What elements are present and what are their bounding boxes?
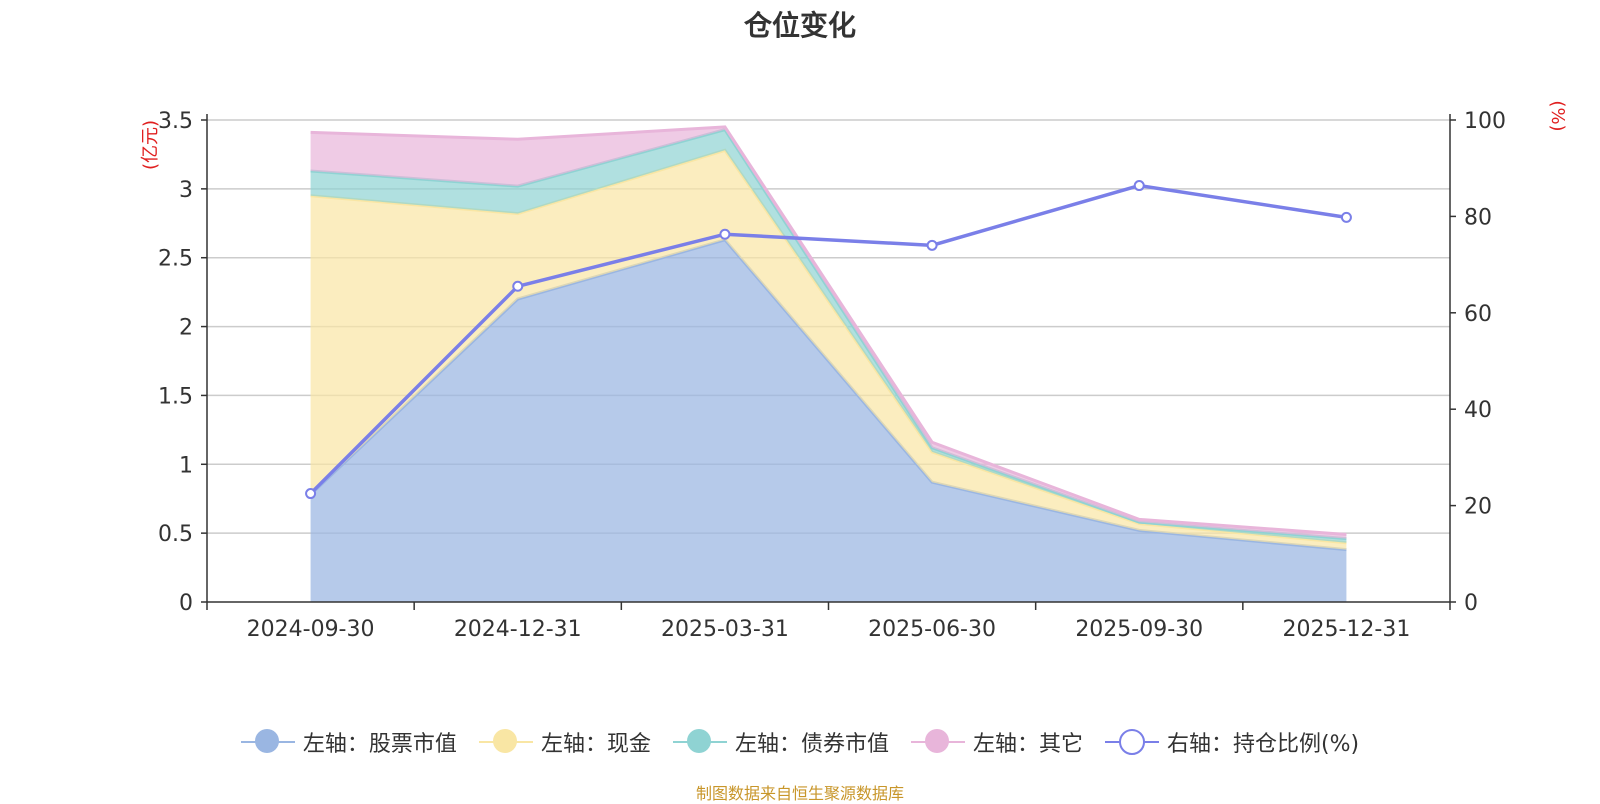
legend-item-ratio[interactable]: 右轴：持仓比例(%) bbox=[1104, 726, 1360, 758]
ratio-point bbox=[305, 488, 317, 500]
left-axis-tick-label: 2.5 bbox=[158, 247, 193, 272]
area-edge-other bbox=[310, 125, 1347, 537]
right-axis-tick-label: 20 bbox=[1464, 495, 1492, 520]
right-axis-tick-label: 100 bbox=[1464, 109, 1506, 134]
right-axis-unit: (%) bbox=[1547, 100, 1568, 131]
area-stock bbox=[310, 239, 1347, 602]
legend-cash-label: 左轴：现金 bbox=[540, 732, 651, 757]
area-layer bbox=[309, 125, 1347, 602]
x-axis-tick-label: 2025-09-30 bbox=[1075, 617, 1203, 642]
area-cash bbox=[310, 150, 1347, 550]
legend-other-marker bbox=[910, 729, 965, 755]
ratio-point bbox=[926, 239, 938, 251]
left-axis-tick-label: 1 bbox=[179, 453, 193, 478]
ratio-point bbox=[1340, 211, 1352, 223]
legend-item-stock[interactable]: 左轴：股票市值 bbox=[240, 726, 457, 758]
x-axis-tick-label: 2024-09-30 bbox=[247, 617, 375, 642]
legend-ratio-label: 右轴：持仓比例(%) bbox=[1166, 732, 1360, 757]
ratio-point bbox=[719, 228, 731, 240]
legend-item-bond[interactable]: 左轴：债券市值 bbox=[672, 726, 889, 758]
left-axis-tick-label: 1.5 bbox=[158, 384, 193, 409]
ratio-point bbox=[1133, 180, 1145, 192]
area-other bbox=[310, 126, 1347, 539]
legend-item-cash[interactable]: 左轴：现金 bbox=[478, 726, 651, 758]
line-layer bbox=[305, 180, 1352, 500]
right-axis-tick-label: 80 bbox=[1464, 205, 1492, 230]
legend: 左轴：股票市值 左轴：现金 左轴：债券市值 左轴：其它 右轴：持仓比例(%) bbox=[0, 722, 1600, 762]
left-axis-tick-label: 3.5 bbox=[158, 109, 193, 134]
right-axis-tick-label: 40 bbox=[1464, 398, 1492, 423]
right-axis-tick-label: 0 bbox=[1464, 591, 1478, 616]
left-axis-tick-label: 2 bbox=[179, 316, 193, 341]
legend-stock-marker bbox=[240, 729, 295, 755]
left-axis-tick-label: 0.5 bbox=[158, 522, 193, 547]
axis-layer: 0 0.5 1 1.5 2 2.5 3 3.5 0 20 40 60 80 100 2024-09-30 20… bbox=[158, 109, 1506, 642]
x-axis-tick-label: 2025-06-30 bbox=[868, 617, 996, 642]
legend-other-label: 左轴：其它 bbox=[972, 732, 1083, 757]
legend-bond-marker bbox=[672, 729, 727, 755]
ratio-point bbox=[512, 280, 524, 292]
left-axis-tick-label: 0 bbox=[179, 591, 193, 616]
chart-title: 仓位变化 bbox=[743, 9, 856, 42]
x-axis-tick-label: 2025-12-31 bbox=[1282, 617, 1410, 642]
x-axis-tick-label: 2025-03-31 bbox=[661, 617, 789, 642]
legend-bond-label: 左轴：债券市值 bbox=[734, 732, 889, 757]
source-note: 制图数据来自恒生聚源数据库 bbox=[695, 784, 904, 803]
left-axis-tick-label: 3 bbox=[179, 178, 193, 203]
ratio-line bbox=[309, 183, 1347, 495]
legend-item-other[interactable]: 左轴：其它 bbox=[910, 726, 1083, 758]
left-axis-unit: (亿元) bbox=[140, 120, 161, 170]
x-axis-tick-label: 2024-12-31 bbox=[454, 617, 582, 642]
legend-cash-marker bbox=[478, 729, 533, 755]
right-axis-tick-label: 60 bbox=[1464, 302, 1492, 327]
legend-stock-label: 左轴：股票市值 bbox=[302, 732, 457, 757]
legend-ratio-marker bbox=[1104, 729, 1159, 755]
